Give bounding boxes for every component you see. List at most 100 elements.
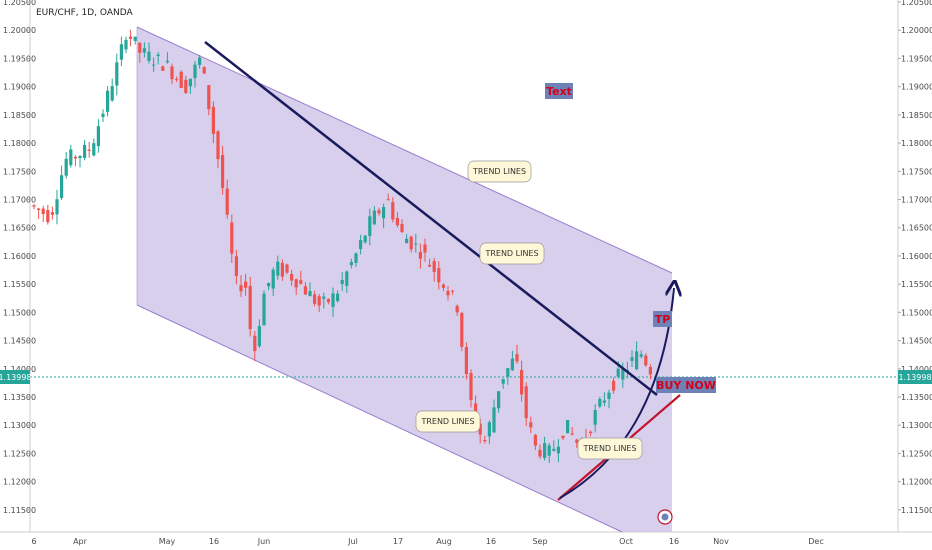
trend-lines-note-1[interactable]: TREND LINES <box>467 160 532 183</box>
candle-body <box>69 149 73 166</box>
candle-body <box>257 326 261 347</box>
candle-body <box>285 264 289 273</box>
candle-body <box>432 261 436 272</box>
candle-body <box>405 238 409 244</box>
trend-lines-note-3[interactable]: TREND LINES <box>415 410 481 433</box>
candle-body <box>556 446 560 454</box>
y-tick-left-label: 1.15000 <box>3 308 36 317</box>
candle-body <box>423 244 427 253</box>
y-tick-right-label: 1.15000 <box>901 308 932 317</box>
candle-body <box>506 368 510 377</box>
channel-lower-line[interactable] <box>136 304 623 533</box>
y-tick-left-label: 1.13500 <box>3 393 36 402</box>
candle-body <box>202 67 206 74</box>
candle-body <box>165 60 169 63</box>
y-axis-left: 1.20500 1.20000 1.19500 1.19000 1.18500 1.180… <box>3 0 36 515</box>
candle-body <box>290 274 294 281</box>
y-tick-left-label: 1.18500 <box>3 111 36 120</box>
candle-body <box>340 279 344 284</box>
candle-body <box>37 208 41 210</box>
tp-label[interactable]: TP <box>653 311 672 327</box>
candle-body <box>400 224 404 233</box>
price-tag-left-text: 1.13998 <box>0 373 32 382</box>
x-tick-label: Jul <box>347 537 358 546</box>
y-tick-right-label: 1.15500 <box>901 280 932 289</box>
y-tick-left-label: 1.17500 <box>3 167 36 176</box>
x-tick-label: Sep <box>532 537 547 546</box>
buy-now-label[interactable]: BUY NOW <box>656 377 716 393</box>
candle-body <box>78 155 82 159</box>
candle-body <box>239 285 243 292</box>
text-label-text: Text <box>546 85 572 98</box>
y-tick-right-label: 1.18000 <box>901 139 932 148</box>
candle-body <box>308 291 312 297</box>
candle-body <box>478 423 482 435</box>
candle-body <box>41 208 45 215</box>
candle-body <box>446 291 450 296</box>
candle-body <box>207 85 211 110</box>
y-tick-right-label: 1.20000 <box>901 26 932 35</box>
candle-body <box>469 372 473 400</box>
price-tag-right-text: 1.13998 <box>898 373 931 382</box>
candle-body <box>639 354 643 357</box>
price-tag-right: 1.13998 <box>898 370 932 384</box>
candle-body <box>460 312 464 347</box>
y-tick-left-label: 1.18000 <box>3 139 36 148</box>
candle-body <box>106 90 110 112</box>
channel-upper-line[interactable] <box>136 26 673 274</box>
candle-body <box>142 48 146 53</box>
y-tick-right-label: 1.18500 <box>901 111 932 120</box>
candle-body <box>83 144 87 158</box>
candle-body <box>391 202 395 220</box>
y-tick-right-label: 1.12500 <box>901 449 932 458</box>
candle-body <box>267 282 271 287</box>
y-tick-right-label: 1.17000 <box>901 196 932 205</box>
candle-body <box>303 286 307 295</box>
candle-body <box>621 368 625 380</box>
candle-body <box>363 235 367 243</box>
trend-lines-note-4[interactable]: TREND LINES <box>577 437 643 460</box>
candle-body <box>234 256 238 276</box>
candle-body <box>184 79 188 93</box>
y-tick-left-label: 1.12500 <box>3 449 36 458</box>
price-channel[interactable] <box>137 27 672 532</box>
candle-body <box>225 188 229 215</box>
candle-body <box>418 252 422 259</box>
y-tick-right-label: 1.13500 <box>901 393 932 402</box>
candle-body <box>575 439 579 443</box>
y-tick-right-label: 1.19000 <box>901 83 932 92</box>
y-tick-right-label: 1.14500 <box>901 337 932 346</box>
candlestick-series[interactable] <box>32 29 652 464</box>
text-label[interactable]: Text <box>545 83 573 99</box>
candle-body <box>60 175 64 199</box>
y-tick-right-label: 1.17500 <box>901 167 932 176</box>
candle-body <box>221 155 225 188</box>
candle-body <box>133 36 137 41</box>
x-axis: 6 Apr May 16 Jun Jul 17 Aug 16 Sep Oct 16 Nov Dec <box>31 537 823 546</box>
candle-body <box>188 78 192 87</box>
candle-body <box>198 57 202 65</box>
trend-lines-note-2[interactable]: TREND LINES <box>479 242 545 265</box>
candle-body <box>570 433 574 435</box>
y-tick-right-label: 1.20500 <box>901 0 932 7</box>
candle-body <box>299 280 303 284</box>
candle-body <box>46 209 50 223</box>
candle-body <box>552 448 556 451</box>
candle-body <box>547 445 551 456</box>
candle-body <box>593 410 597 425</box>
candle-body <box>497 391 501 409</box>
user-badge-icon[interactable] <box>657 509 673 525</box>
y-tick-left-label: 1.13000 <box>3 421 36 430</box>
candle-body <box>336 293 340 302</box>
descending-trendline[interactable] <box>204 41 658 396</box>
y-tick-right-label: 1.13000 <box>901 421 932 430</box>
y-tick-left-label: 1.16500 <box>3 224 36 233</box>
y-tick-left-label: 1.14500 <box>3 337 36 346</box>
candle-body <box>630 357 634 361</box>
x-tick-label: May <box>159 537 176 546</box>
candle-body <box>561 435 565 439</box>
candle-body <box>179 71 183 89</box>
candle-body <box>529 422 533 428</box>
